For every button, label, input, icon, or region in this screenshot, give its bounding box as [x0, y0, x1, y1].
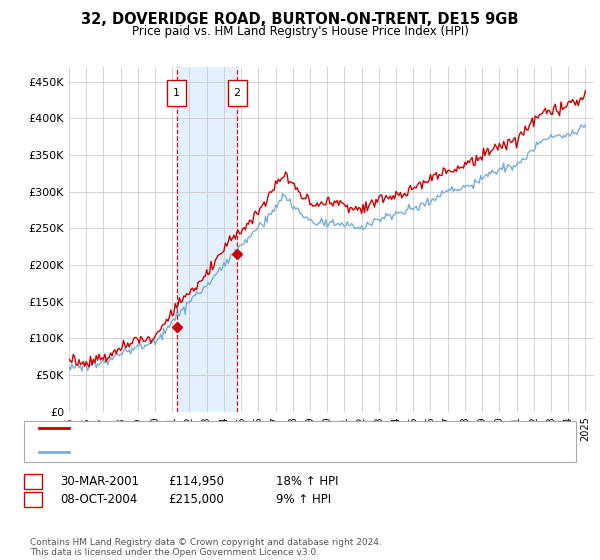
Text: 9% ↑ HPI: 9% ↑ HPI: [276, 493, 331, 506]
Text: Price paid vs. HM Land Registry's House Price Index (HPI): Price paid vs. HM Land Registry's House …: [131, 25, 469, 38]
Text: 2: 2: [29, 493, 37, 506]
Bar: [228, 80, 247, 106]
Bar: [176, 67, 237, 412]
Text: 1: 1: [29, 475, 37, 488]
Text: 08-OCT-2004: 08-OCT-2004: [60, 493, 137, 506]
Text: 1: 1: [173, 88, 180, 98]
Text: 30-MAR-2001: 30-MAR-2001: [60, 475, 139, 488]
Text: 18% ↑ HPI: 18% ↑ HPI: [276, 475, 338, 488]
Text: Contains HM Land Registry data © Crown copyright and database right 2024.
This d: Contains HM Land Registry data © Crown c…: [30, 538, 382, 557]
Text: 32, DOVERIDGE ROAD, BURTON-ON-TRENT, DE15 9GB: 32, DOVERIDGE ROAD, BURTON-ON-TRENT, DE1…: [81, 12, 519, 27]
Text: 32, DOVERIDGE ROAD, BURTON-ON-TRENT, DE15 9GB (detached house): 32, DOVERIDGE ROAD, BURTON-ON-TRENT, DE1…: [75, 423, 452, 432]
Text: 2: 2: [233, 88, 241, 98]
Text: £114,950: £114,950: [168, 475, 224, 488]
Bar: [167, 80, 186, 106]
Text: £215,000: £215,000: [168, 493, 224, 506]
Text: HPI: Average price, detached house, East Staffordshire: HPI: Average price, detached house, East…: [75, 447, 361, 456]
